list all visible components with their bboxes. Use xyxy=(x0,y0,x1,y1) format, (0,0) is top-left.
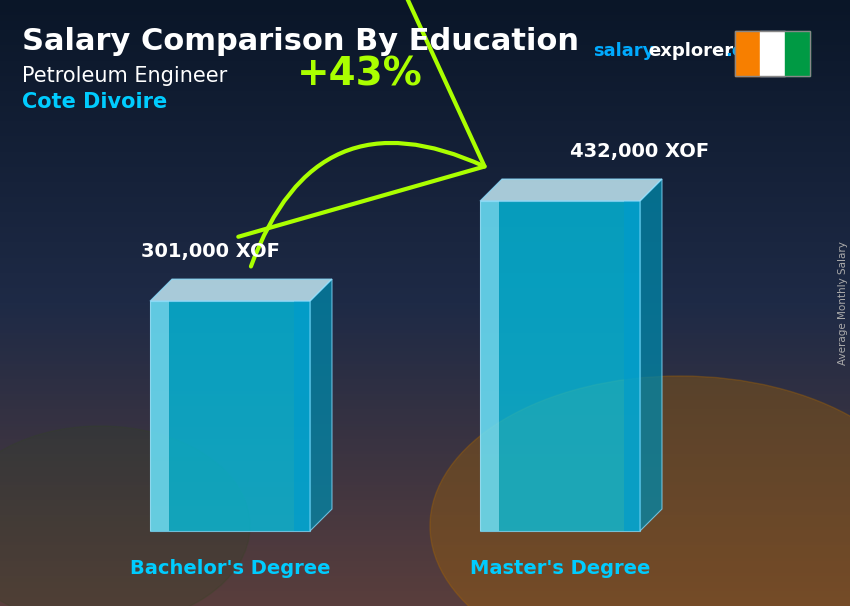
Text: 301,000 XOF: 301,000 XOF xyxy=(140,242,280,261)
Text: Bachelor's Degree: Bachelor's Degree xyxy=(130,559,331,578)
Text: 432,000 XOF: 432,000 XOF xyxy=(570,142,710,161)
Text: Salary Comparison By Education: Salary Comparison By Education xyxy=(22,27,579,56)
Polygon shape xyxy=(640,179,662,531)
Text: +43%: +43% xyxy=(298,55,422,93)
Polygon shape xyxy=(480,179,662,201)
Text: explorer: explorer xyxy=(648,42,733,60)
Polygon shape xyxy=(480,201,499,531)
Text: salary: salary xyxy=(593,42,654,60)
Polygon shape xyxy=(150,301,169,531)
Text: Petroleum Engineer: Petroleum Engineer xyxy=(22,66,227,86)
Bar xyxy=(760,31,785,76)
Text: Master's Degree: Master's Degree xyxy=(470,559,650,578)
Polygon shape xyxy=(150,301,310,531)
Ellipse shape xyxy=(430,376,850,606)
Polygon shape xyxy=(310,279,332,531)
Polygon shape xyxy=(480,201,640,531)
Text: Average Monthly Salary: Average Monthly Salary xyxy=(838,241,848,365)
Text: Cote Divoire: Cote Divoire xyxy=(22,92,167,112)
Polygon shape xyxy=(294,301,310,531)
Bar xyxy=(735,31,810,76)
Bar xyxy=(735,31,760,76)
Bar xyxy=(785,31,810,76)
Ellipse shape xyxy=(0,426,250,606)
Text: .com: .com xyxy=(725,42,774,60)
Polygon shape xyxy=(624,201,640,531)
Polygon shape xyxy=(150,279,332,301)
